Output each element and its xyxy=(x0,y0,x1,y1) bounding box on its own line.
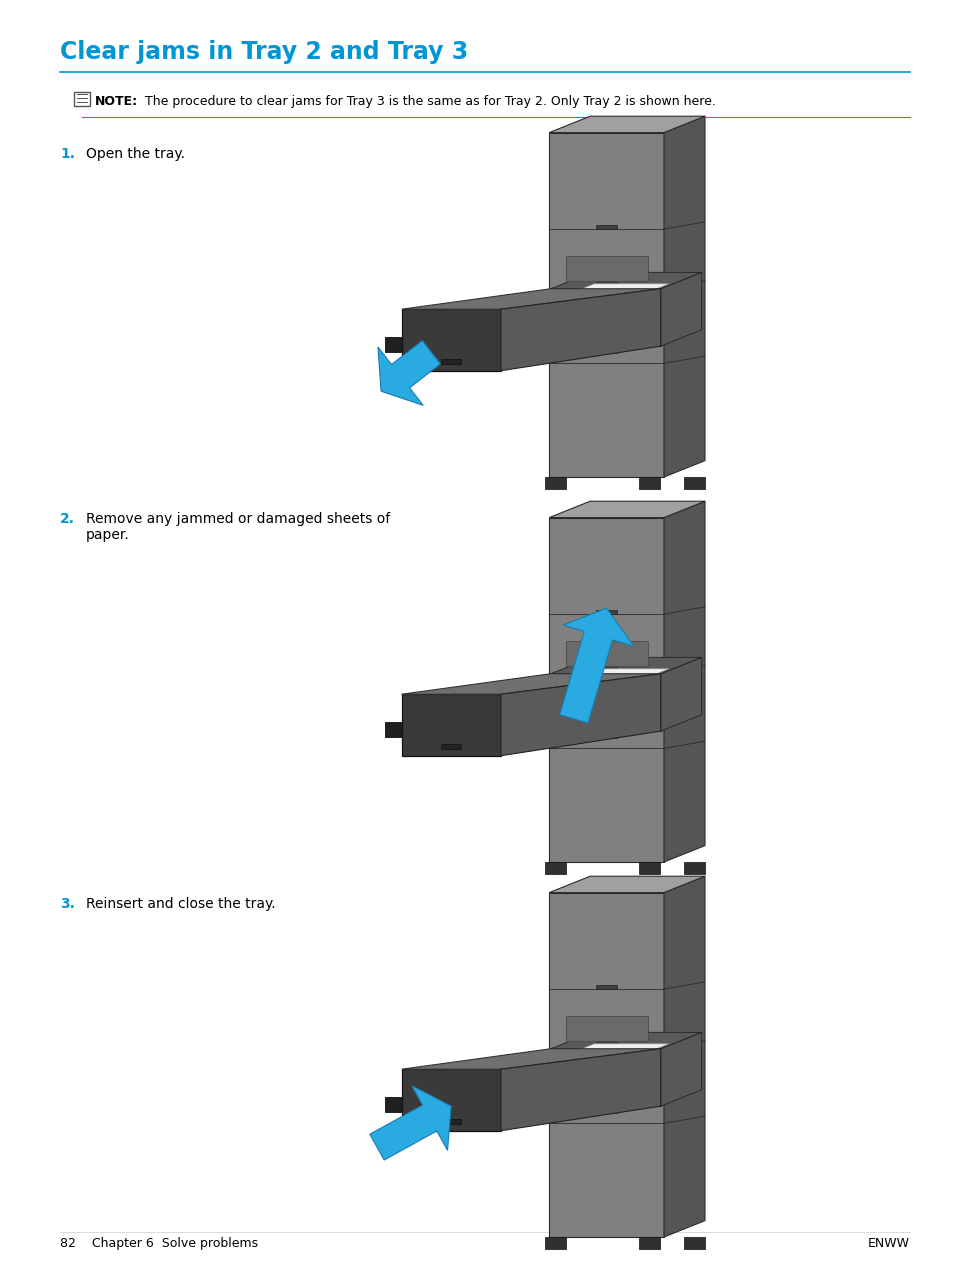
Polygon shape xyxy=(684,862,704,874)
Polygon shape xyxy=(596,984,617,989)
Polygon shape xyxy=(565,1081,601,1093)
Text: Reinsert and close the tray.: Reinsert and close the tray. xyxy=(86,897,275,911)
Polygon shape xyxy=(385,337,401,352)
Text: 2.: 2. xyxy=(60,512,75,526)
Polygon shape xyxy=(596,225,617,229)
Polygon shape xyxy=(561,1081,597,1093)
Polygon shape xyxy=(596,348,617,353)
Polygon shape xyxy=(549,518,663,862)
Polygon shape xyxy=(596,1040,617,1044)
Polygon shape xyxy=(596,664,617,669)
Polygon shape xyxy=(596,279,617,283)
Polygon shape xyxy=(550,1033,701,1049)
Text: 1.: 1. xyxy=(60,147,75,161)
Polygon shape xyxy=(385,721,401,738)
Polygon shape xyxy=(385,1097,401,1113)
Polygon shape xyxy=(441,1119,460,1124)
Text: The procedure to clear jams for Tray 3 is the same as for Tray 2. Only Tray 2 is: The procedure to clear jams for Tray 3 i… xyxy=(137,95,715,108)
Polygon shape xyxy=(441,744,460,749)
Polygon shape xyxy=(561,1057,636,1099)
Polygon shape xyxy=(569,706,605,719)
Polygon shape xyxy=(559,608,633,723)
Polygon shape xyxy=(557,1081,593,1093)
Polygon shape xyxy=(550,673,660,732)
Polygon shape xyxy=(550,658,701,673)
Polygon shape xyxy=(401,288,660,309)
Text: Remove any jammed or damaged sheets of
paper.: Remove any jammed or damaged sheets of p… xyxy=(86,512,390,542)
Polygon shape xyxy=(561,321,597,334)
Polygon shape xyxy=(578,321,614,334)
Polygon shape xyxy=(500,288,660,371)
Polygon shape xyxy=(565,257,647,281)
Polygon shape xyxy=(500,1049,660,1130)
Text: ENWW: ENWW xyxy=(867,1237,909,1250)
Polygon shape xyxy=(550,272,701,288)
Polygon shape xyxy=(663,502,704,862)
Polygon shape xyxy=(401,1049,660,1069)
Polygon shape xyxy=(557,706,593,719)
Polygon shape xyxy=(565,1016,647,1040)
Polygon shape xyxy=(569,1081,605,1093)
Polygon shape xyxy=(561,283,668,297)
Polygon shape xyxy=(561,682,636,723)
Polygon shape xyxy=(596,1109,617,1113)
Polygon shape xyxy=(549,893,663,1237)
Polygon shape xyxy=(377,340,440,405)
Polygon shape xyxy=(370,1086,451,1160)
Polygon shape xyxy=(550,1049,660,1106)
Text: 82    Chapter 6  Solve problems: 82 Chapter 6 Solve problems xyxy=(60,1237,258,1250)
Polygon shape xyxy=(549,876,704,893)
Polygon shape xyxy=(663,876,704,1237)
Polygon shape xyxy=(639,862,659,874)
Polygon shape xyxy=(684,1237,704,1250)
Text: Clear jams in Tray 2 and Tray 3: Clear jams in Tray 2 and Tray 3 xyxy=(60,39,468,64)
Polygon shape xyxy=(441,359,460,364)
Polygon shape xyxy=(401,695,500,756)
Polygon shape xyxy=(578,1081,614,1093)
Polygon shape xyxy=(569,321,605,334)
Polygon shape xyxy=(401,1069,500,1130)
Polygon shape xyxy=(639,1237,659,1250)
Polygon shape xyxy=(74,91,90,105)
Polygon shape xyxy=(639,478,659,489)
Polygon shape xyxy=(561,706,597,719)
Polygon shape xyxy=(500,673,660,756)
Polygon shape xyxy=(544,862,565,874)
Polygon shape xyxy=(596,734,617,738)
Polygon shape xyxy=(565,641,647,665)
Text: NOTE:: NOTE: xyxy=(95,95,138,108)
Polygon shape xyxy=(565,706,601,719)
Polygon shape xyxy=(561,297,636,338)
Text: 3.: 3. xyxy=(60,897,74,911)
Polygon shape xyxy=(544,478,565,489)
Polygon shape xyxy=(660,1033,701,1106)
Polygon shape xyxy=(549,132,663,478)
Polygon shape xyxy=(561,1044,668,1057)
Polygon shape xyxy=(544,1237,565,1250)
Polygon shape xyxy=(663,116,704,478)
Polygon shape xyxy=(596,610,617,613)
Polygon shape xyxy=(573,706,609,719)
Polygon shape xyxy=(573,321,609,334)
Polygon shape xyxy=(573,1081,609,1093)
Polygon shape xyxy=(549,116,704,132)
Polygon shape xyxy=(565,321,601,334)
Polygon shape xyxy=(660,272,701,347)
Polygon shape xyxy=(684,478,704,489)
Polygon shape xyxy=(550,288,660,347)
Polygon shape xyxy=(401,673,660,695)
Polygon shape xyxy=(561,669,668,682)
Text: Open the tray.: Open the tray. xyxy=(86,147,185,161)
Polygon shape xyxy=(578,706,614,719)
Polygon shape xyxy=(549,502,704,518)
Polygon shape xyxy=(401,309,500,371)
Polygon shape xyxy=(557,321,593,334)
Polygon shape xyxy=(660,658,701,732)
